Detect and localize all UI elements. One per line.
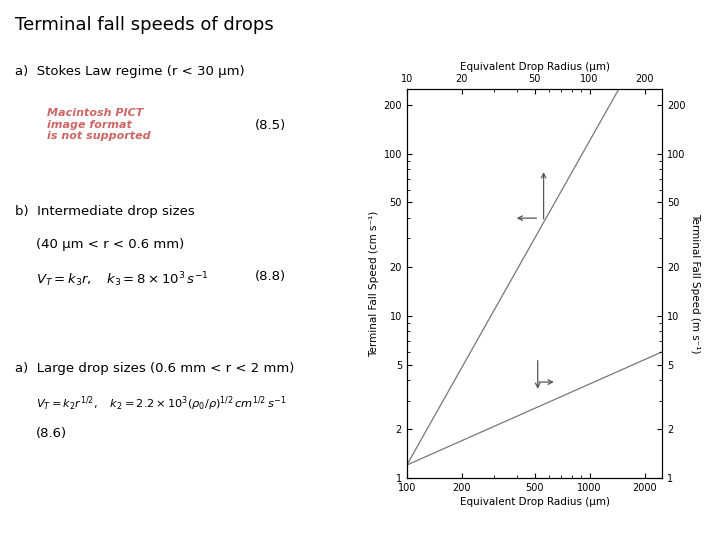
Text: $V_T = k_3r,\quad k_3 = 8\times10^3\,s^{-1}$: $V_T = k_3r,\quad k_3 = 8\times10^3\,s^{… <box>37 270 210 289</box>
Text: (40 μm < r < 0.6 mm): (40 μm < r < 0.6 mm) <box>37 238 184 251</box>
Text: (8.8): (8.8) <box>255 270 286 283</box>
X-axis label: Equivalent Drop Radius (μm): Equivalent Drop Radius (μm) <box>459 62 610 72</box>
Text: (8.6): (8.6) <box>37 427 68 440</box>
X-axis label: Equivalent Drop Radius (μm): Equivalent Drop Radius (μm) <box>459 497 610 507</box>
Text: Macintosh PICT
image format
is not supported: Macintosh PICT image format is not suppo… <box>48 108 151 141</box>
Y-axis label: Terminal Fall Speed (cm s⁻¹): Terminal Fall Speed (cm s⁻¹) <box>369 211 379 356</box>
Text: a)  Stokes Law regime (r < 30 μm): a) Stokes Law regime (r < 30 μm) <box>14 65 244 78</box>
Text: Terminal fall speeds of drops: Terminal fall speeds of drops <box>14 16 274 34</box>
Text: (8.5): (8.5) <box>255 119 286 132</box>
Text: $V_T = k_2r^{1/2},\quad k_2 = 2.2\times10^3(\rho_0/\rho)^{1/2}\,cm^{1/2}\,s^{-1}: $V_T = k_2r^{1/2},\quad k_2 = 2.2\times1… <box>37 394 287 413</box>
Y-axis label: Terminal Fall Speed (m s⁻¹): Terminal Fall Speed (m s⁻¹) <box>690 213 700 354</box>
Text: a)  Large drop sizes (0.6 mm < r < 2 mm): a) Large drop sizes (0.6 mm < r < 2 mm) <box>14 362 294 375</box>
Text: b)  Intermediate drop sizes: b) Intermediate drop sizes <box>14 205 194 218</box>
